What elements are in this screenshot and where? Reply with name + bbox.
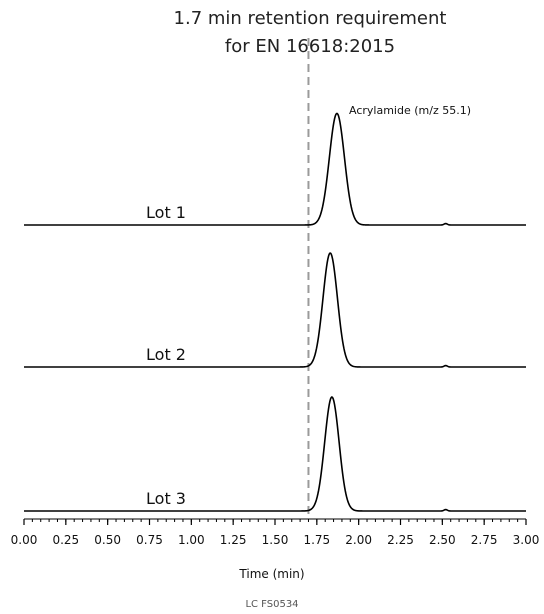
- x-tick-label: 2.50: [429, 533, 456, 547]
- trace-lot-1: [24, 112, 526, 226]
- x-tick-label: 2.75: [471, 533, 498, 547]
- series-label-lot-1: Lot 1: [146, 203, 186, 222]
- footer-code: LC FS0534: [245, 599, 298, 610]
- chart-title-line-2: for EN 16618:2015: [225, 36, 395, 57]
- x-tick-label: 0.00: [11, 533, 38, 547]
- chart-title-line-1: 1.7 min retention requirement: [174, 8, 447, 29]
- x-tick-label: 2.25: [387, 533, 414, 547]
- x-tick-label: 1.25: [220, 533, 247, 547]
- trace-lot-3: [24, 396, 526, 512]
- x-tick-label: 0.25: [52, 533, 79, 547]
- x-axis-title: Time (min): [238, 567, 304, 581]
- x-tick-label: 0.50: [94, 533, 121, 547]
- x-tick-label: 1.00: [178, 533, 205, 547]
- trace-lot-2: [24, 252, 526, 368]
- x-tick-label: 1.75: [303, 533, 330, 547]
- series-label-lot-2: Lot 2: [146, 345, 186, 364]
- series-label-lot-3: Lot 3: [146, 489, 186, 508]
- x-tick-label: 0.75: [136, 533, 163, 547]
- x-tick-label: 3.00: [513, 533, 540, 547]
- x-tick-label: 1.50: [262, 533, 289, 547]
- x-tick-label: 2.00: [345, 533, 372, 547]
- peak-annotation-label: Acrylamide (m/z 55.1): [349, 104, 471, 117]
